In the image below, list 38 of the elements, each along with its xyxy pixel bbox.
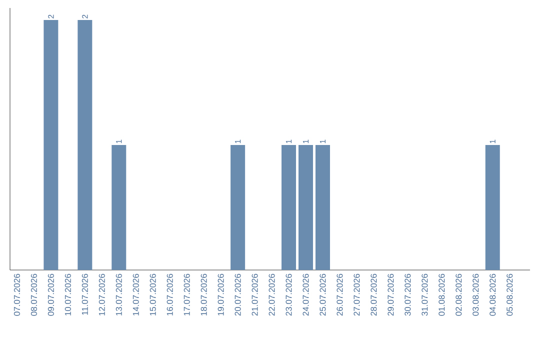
x-tick-label: 29.07.2026 [388, 274, 394, 316]
x-tick-label: 19.07.2026 [218, 274, 224, 316]
x-tick-label: 03.08.2026 [472, 274, 479, 316]
x-tick-label: 28.07.2026 [370, 274, 377, 316]
x-tick-label: 10.07.2026 [64, 274, 71, 316]
x-tick-label: 05.08.2026 [506, 274, 513, 316]
x-tick-label: 31.07.2026 [422, 274, 428, 316]
x-tick-label: 26.07.2026 [336, 274, 343, 316]
data-label: 1 [320, 140, 326, 144]
x-tick-label: 17.07.2026 [184, 274, 190, 316]
x-tick-label: 12.07.2026 [98, 274, 105, 316]
data-label: 1 [286, 140, 292, 144]
data-label: 1 [235, 140, 241, 144]
x-tick-label: 22.07.2026 [268, 274, 275, 316]
x-tick-label: 30.07.2026 [404, 274, 411, 316]
x-tick-label: 11.07.2026 [82, 274, 88, 315]
x-tick-label: 09.07.2026 [48, 274, 54, 316]
x-tick-label: 02.08.2026 [456, 274, 462, 316]
x-tick-label: 04.08.2026 [490, 274, 496, 316]
x-tick-label: 13.07.2026 [116, 274, 122, 316]
x-tick-label: 16.07.2026 [166, 274, 173, 316]
data-label: 1 [303, 140, 309, 144]
data-label: 2 [48, 14, 54, 18]
x-tick-label: 18.07.2026 [200, 274, 207, 316]
x-tick-label: 25.07.2026 [320, 274, 326, 316]
x-tick-label: 24.07.2026 [302, 274, 309, 316]
x-tick-label: 27.07.2026 [354, 274, 360, 316]
data-label: 2 [82, 14, 88, 18]
x-tick-label: 20.07.2026 [234, 274, 241, 316]
x-tick-label: 07.07.2026 [14, 274, 20, 316]
data-label: 1 [490, 140, 496, 144]
x-tick-label: 21.07.2026 [252, 274, 258, 316]
x-tick-label: 14.07.2026 [132, 274, 139, 316]
x-tick-label: 08.07.2026 [30, 274, 37, 316]
x-tick-label: 15.07.2026 [150, 274, 156, 316]
x-tick-label: 23.07.2026 [286, 274, 292, 316]
data-label: 1 [116, 140, 122, 144]
x-tick-label: 01.08.2026 [438, 274, 445, 316]
